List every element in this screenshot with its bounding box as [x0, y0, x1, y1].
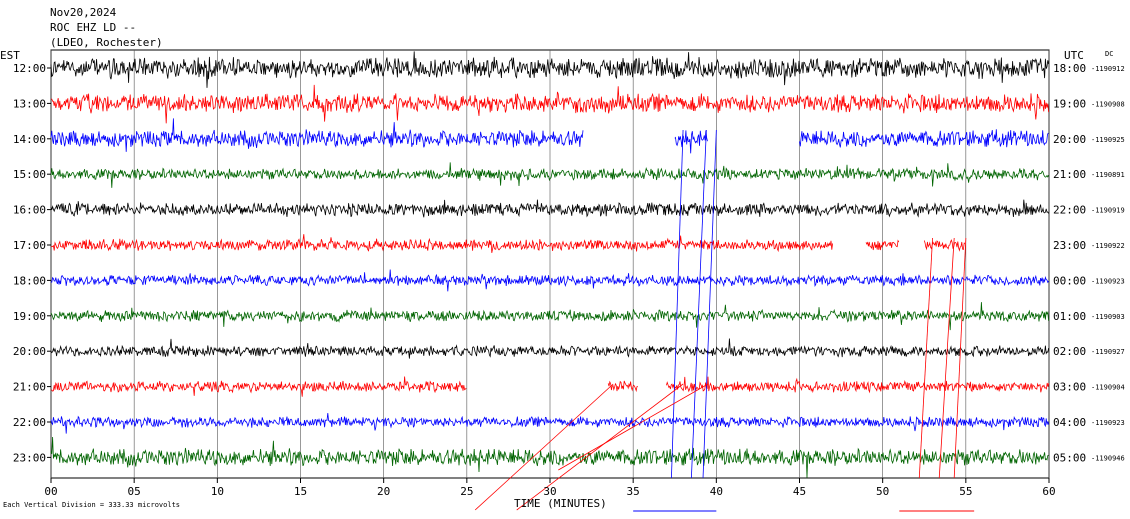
x-tick-label-10: 10 — [211, 485, 224, 498]
dc-offset-1800: -1190923 — [1091, 277, 1125, 285]
est-label-1400: 14:00 — [13, 133, 46, 146]
est-label-2000: 20:00 — [13, 345, 46, 358]
trace-2000-seg-0 — [50, 338, 1049, 359]
est-label-1200: 12:00 — [13, 62, 46, 75]
utc-label-1900: 19:00 — [1053, 97, 1086, 110]
grid-lines — [50, 49, 1050, 479]
utc-label-2200: 22:00 — [1053, 204, 1086, 217]
trace-2300-seg-0 — [50, 436, 1049, 478]
utc-axis-label: UTC — [1064, 49, 1084, 62]
x-axis-title: TIME (MINUTES) — [514, 497, 607, 510]
est-label-1500: 15:00 — [13, 168, 46, 181]
streak-6 — [474, 383, 614, 511]
trace-2100-seg-1 — [607, 380, 638, 393]
streak-2 — [702, 129, 717, 479]
dc-offset-2000: -1190927 — [1091, 348, 1125, 356]
dc-offset-2300: -1190946 — [1091, 454, 1125, 462]
utc-label-0000: 00:00 — [1053, 274, 1086, 287]
x-tick-label-30: 30 — [543, 485, 556, 498]
trace-1400-seg-2 — [799, 129, 1049, 148]
trace-1400-seg-1 — [674, 130, 708, 154]
dc-offset-1700: -1190922 — [1091, 242, 1125, 250]
est-label-1800: 18:00 — [13, 274, 46, 287]
x-tick-label-40: 40 — [710, 485, 723, 498]
dc-offset-2100: -1190904 — [1091, 384, 1125, 392]
utc-label-0300: 03:00 — [1053, 381, 1086, 394]
utc-label-0200: 02:00 — [1053, 345, 1086, 358]
vertical-scale-note: Each Vertical Division = 333.33 microvol… — [3, 501, 180, 509]
est-label-1300: 13:00 — [13, 97, 46, 110]
time-axis-ticks: 00 05 10 15 20 25 30 35 40 45 50 55 60 — [44, 478, 1056, 498]
x-tick-label-20: 20 — [377, 485, 390, 498]
x-tick-label-45: 45 — [793, 485, 806, 498]
utc-hour-labels: 18:00 -1190912 19:00 -1190908 20:00 -1190925 2… — [1053, 62, 1125, 464]
streak-4 — [938, 237, 955, 479]
est-label-2100: 21:00 — [13, 381, 46, 394]
est-hour-labels: 12:00 13:00 14:00 15:00 16:00 17:00 18:00 19:00… — [13, 62, 51, 464]
trace-1600-seg-0 — [50, 199, 1049, 218]
dc-offset-1900: -1190903 — [1091, 313, 1125, 321]
x-tick-label-25: 25 — [460, 485, 473, 498]
x-tick-label-60: 60 — [1042, 485, 1055, 498]
streak-8 — [558, 383, 709, 471]
est-label-2300: 23:00 — [13, 451, 46, 464]
dc-offset-1600: -1190919 — [1091, 207, 1125, 215]
utc-label-2300: 23:00 — [1053, 239, 1086, 252]
chart-date-title: Nov20,2024 — [50, 6, 117, 19]
x-tick-label-55: 55 — [959, 485, 972, 498]
dc-offset-1300: -1190908 — [1091, 100, 1125, 108]
trace-layer — [50, 51, 1050, 478]
utc-label-0500: 05:00 — [1053, 451, 1086, 464]
x-tick-label-35: 35 — [627, 485, 640, 498]
est-label-2200: 22:00 — [13, 416, 46, 429]
trace-2100-seg-0 — [50, 376, 467, 397]
trace-1300-seg-0 — [50, 84, 1049, 124]
est-label-1900: 19:00 — [13, 310, 46, 323]
x-tick-label-50: 50 — [876, 485, 889, 498]
trace-1500-seg-0 — [50, 162, 1049, 188]
dc-offset-1500: -1190891 — [1091, 171, 1125, 179]
x-tick-label-05: 05 — [128, 485, 141, 498]
utc-label-0400: 04:00 — [1053, 416, 1086, 429]
trace-1700-seg-0 — [50, 234, 833, 253]
streak-1 — [690, 129, 707, 479]
trace-1900-seg-0 — [50, 302, 1049, 331]
network-label: (LDEO, Rochester) — [50, 36, 163, 49]
trace-1400-seg-0 — [50, 118, 584, 152]
streak-3 — [918, 237, 933, 479]
streak-5 — [953, 237, 967, 479]
trace-2200-seg-0 — [50, 412, 1049, 434]
dc-offset-1200: -1190912 — [1091, 65, 1125, 73]
dc-offset-1400: -1190925 — [1091, 136, 1125, 144]
utc-label-2100: 21:00 — [1053, 168, 1086, 181]
trace-1800-seg-0 — [50, 269, 1049, 292]
est-axis-label: EST — [0, 49, 20, 62]
x-tick-label-15: 15 — [294, 485, 307, 498]
trace-1700-seg-1 — [865, 239, 900, 251]
streak-0 — [671, 129, 684, 479]
est-label-1700: 17:00 — [13, 239, 46, 252]
station-label: ROC EHZ LD -- — [50, 21, 136, 34]
utc-label-0100: 01:00 — [1053, 310, 1086, 323]
est-label-1600: 16:00 — [13, 204, 46, 217]
x-tick-label-00: 00 — [44, 485, 57, 498]
utc-label-2000: 20:00 — [1053, 133, 1086, 146]
dc-axis-label: DC — [1105, 50, 1113, 58]
utc-label-1800: 18:00 — [1053, 62, 1086, 75]
clipped-streaks — [474, 129, 975, 512]
dc-offset-2200: -1190923 — [1091, 419, 1125, 427]
trace-1200-seg-0 — [50, 51, 1049, 88]
trace-1700-seg-2 — [923, 239, 966, 252]
trace-2100-seg-2 — [666, 376, 1050, 394]
streak-7 — [516, 383, 684, 511]
